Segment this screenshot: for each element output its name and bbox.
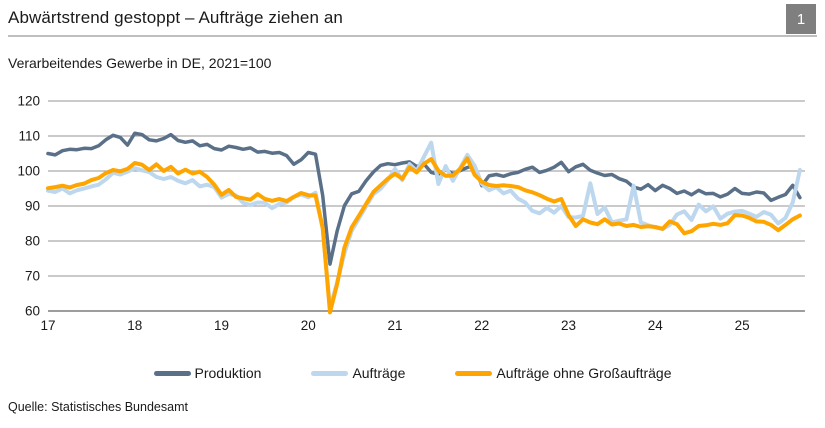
y-axis-tick-label: 80 (25, 234, 40, 249)
x-axis-tick-label: 19 (214, 318, 229, 333)
x-axis-tick-label: 20 (301, 318, 316, 333)
y-axis-tick-label: 120 (17, 94, 40, 109)
auftraege-line-swatch (311, 370, 349, 376)
chart-legend: Produktion Aufträge Aufträge ohne Großau… (0, 363, 825, 383)
y-axis-tick-label: 70 (25, 269, 40, 284)
series-line-auftraege (46, 140, 802, 311)
x-axis-tick-label: 25 (735, 318, 750, 333)
x-axis-tick-label: 17 (40, 318, 55, 333)
chart-subtitle: Verarbeitendes Gewerbe in DE, 2021=100 (8, 55, 272, 71)
y-axis-tick-label: 100 (17, 164, 40, 179)
x-axis-tick-label: 18 (127, 318, 142, 333)
x-axis-tick-label: 22 (474, 318, 489, 333)
produktion-line-swatch (153, 370, 191, 376)
legend-item-auftraege: Aufträge (311, 365, 405, 381)
x-axis-tick-label: 24 (648, 318, 664, 333)
page-title: Abwärtstrend gestoppt – Aufträge ziehen … (8, 8, 343, 27)
legend-item-auftraege-ohne-grossauftraege: Aufträge ohne Großaufträge (455, 365, 671, 381)
source-note: Quelle: Statistisches Bundesamt (8, 400, 188, 414)
y-axis-tick-label: 110 (18, 129, 40, 144)
title-divider (8, 35, 817, 37)
legend-label: Aufträge ohne Großaufträge (496, 365, 672, 381)
legend-item-produktion: Produktion (153, 365, 262, 381)
y-axis-tick-label: 90 (25, 199, 40, 214)
x-axis-tick-label: 21 (388, 318, 403, 333)
line-chart: 60 70 80 90 100 110 120 17 18 19 20 21 22 23 24 25 (0, 88, 825, 348)
x-axis-tick-label: 23 (561, 318, 576, 333)
legend-label: Aufträge (352, 365, 406, 381)
legend-label: Produktion (194, 365, 262, 381)
y-axis-tick-label: 60 (25, 304, 40, 319)
page-number-badge: 1 (786, 4, 816, 34)
line-chart-canvas: 60 70 80 90 100 110 120 17 18 19 20 21 22 23 24 25 (17, 94, 805, 333)
series-line-auftraege-ohne-grossauftraege (46, 156, 802, 315)
auftraege-ohne-grossauftraege-line-swatch (455, 370, 493, 376)
